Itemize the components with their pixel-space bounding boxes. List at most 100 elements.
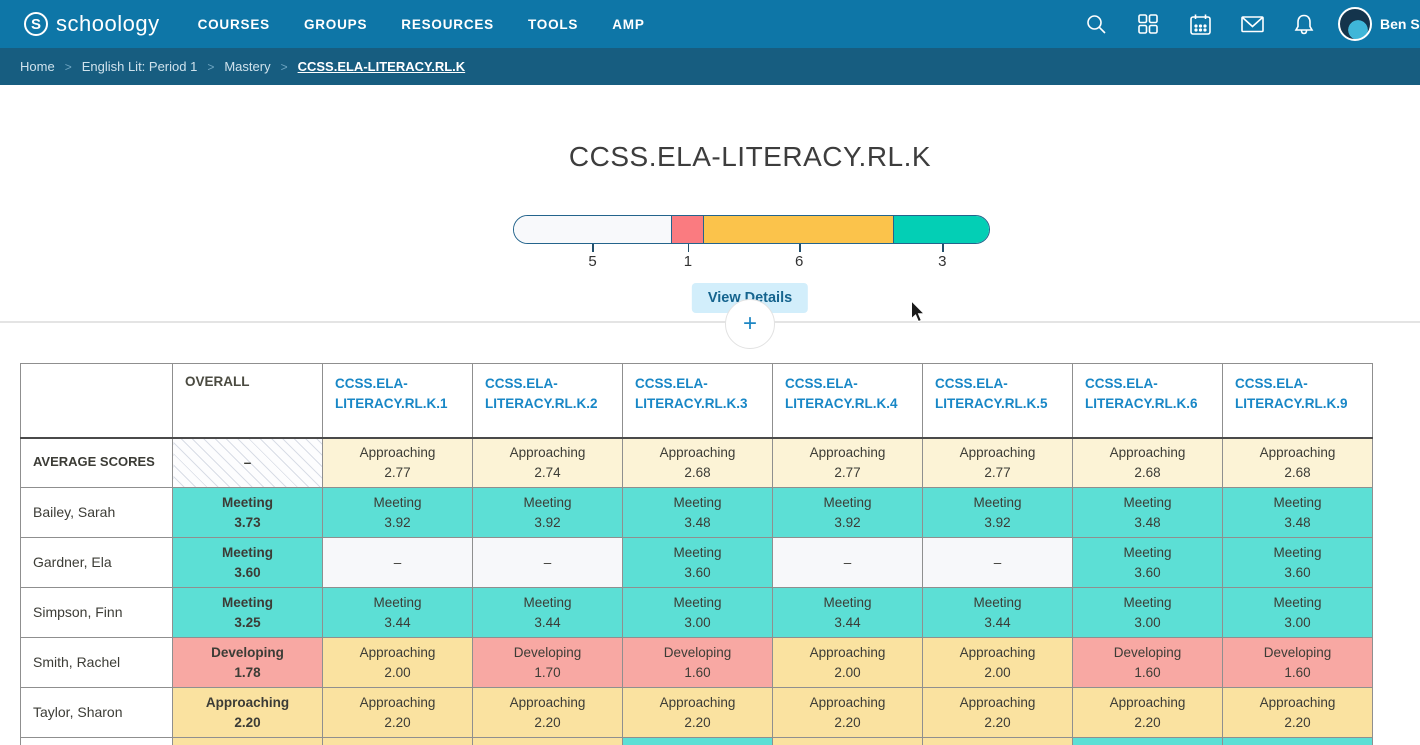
score-cell[interactable]: Meeting 3.48 (1222, 487, 1373, 538)
score-cell[interactable]: Approaching 2.00 (322, 637, 473, 688)
bar-segment-meeting[interactable] (893, 216, 989, 243)
nav-item-resources[interactable]: RESOURCES (401, 16, 494, 32)
nav-item-courses[interactable]: COURSES (197, 16, 270, 32)
score-cell[interactable]: – (172, 437, 323, 488)
score-level: Approaching (959, 644, 1036, 660)
notifications-icon[interactable] (1278, 0, 1330, 48)
expand-button[interactable]: + (725, 299, 775, 349)
breadcrumb-item[interactable]: Mastery (224, 59, 271, 74)
standard-column-header[interactable]: CCSS.ELA-LITERACY.RL.K.3 (622, 363, 773, 439)
score-cell[interactable]: Meeting 3.60 (172, 537, 323, 588)
score-cell[interactable]: Developing 1.60 (1072, 637, 1223, 688)
score-cell[interactable]: Developing 1.60 (1222, 637, 1373, 688)
user-avatar[interactable] (1338, 7, 1372, 41)
score-cell[interactable]: – (472, 537, 623, 588)
score-cell[interactable] (472, 737, 623, 745)
standard-column-header[interactable]: CCSS.ELA-LITERACY.RL.K.9 (1222, 363, 1373, 439)
score-cell[interactable] (1222, 737, 1373, 745)
score-cell[interactable]: Approaching 2.77 (922, 437, 1073, 488)
user-name[interactable]: Ben S (1380, 16, 1420, 32)
score-cell[interactable]: Developing 1.78 (172, 637, 323, 688)
breadcrumb-separator-icon: > (280, 59, 288, 74)
score-cell[interactable]: Meeting 3.60 (622, 537, 773, 588)
nav-item-tools[interactable]: TOOLS (527, 16, 579, 32)
standard-column-header[interactable]: CCSS.ELA-LITERACY.RL.K.4 (772, 363, 923, 439)
mastery-distribution-bar[interactable] (513, 215, 990, 244)
score-cell[interactable] (622, 737, 773, 745)
score-cell[interactable]: Approaching 2.77 (322, 437, 473, 488)
score-cell[interactable]: Meeting 3.00 (1072, 587, 1223, 638)
score-cell[interactable]: Developing 1.70 (472, 637, 623, 688)
student-name-cell[interactable]: Bailey, Sarah (20, 487, 173, 538)
standard-column-header[interactable]: CCSS.ELA-LITERACY.RL.K.5 (922, 363, 1073, 439)
score-cell[interactable] (1072, 737, 1223, 745)
score-cell[interactable]: Meeting 3.92 (772, 487, 923, 538)
bar-tick (687, 244, 690, 252)
score-cell[interactable]: Approaching 2.74 (472, 437, 623, 488)
score-cell[interactable]: Approaching 2.68 (1222, 437, 1373, 488)
score-cell[interactable]: Approaching 2.20 (172, 687, 323, 738)
score-cell[interactable]: Meeting 3.44 (772, 587, 923, 638)
score-cell[interactable]: Meeting 3.00 (1222, 587, 1373, 638)
score-value: 2.20 (234, 714, 261, 730)
score-cell[interactable]: Meeting 3.60 (1072, 537, 1223, 588)
student-name-cell[interactable]: Taylor, Sharon (20, 687, 173, 738)
score-cell[interactable]: Meeting 3.44 (322, 587, 473, 638)
bar-segment-approaching[interactable] (703, 216, 894, 243)
score-cell[interactable]: Approaching 2.20 (772, 687, 923, 738)
breadcrumb-separator-icon: > (207, 59, 215, 74)
score-cell[interactable] (772, 737, 923, 745)
score-value: 1.78 (234, 664, 261, 680)
score-cell[interactable]: Meeting 3.48 (1072, 487, 1223, 538)
score-value: 2.20 (834, 714, 861, 730)
score-cell[interactable] (322, 737, 473, 745)
score-cell[interactable]: Meeting 3.25 (172, 587, 323, 638)
student-name-cell[interactable]: Simpson, Finn (20, 587, 173, 638)
score-cell[interactable]: Approaching 2.77 (772, 437, 923, 488)
score-cell[interactable]: – (922, 537, 1073, 588)
score-cell[interactable]: Approaching 2.20 (472, 687, 623, 738)
score-cell[interactable]: Developing 1.60 (622, 637, 773, 688)
score-cell[interactable]: Meeting 3.92 (922, 487, 1073, 538)
score-cell[interactable]: Meeting 3.92 (322, 487, 473, 538)
score-cell[interactable]: Approaching 2.68 (622, 437, 773, 488)
score-cell[interactable]: Meeting 3.44 (472, 587, 623, 638)
score-cell[interactable] (172, 737, 323, 745)
nav-item-amp[interactable]: AMP (612, 16, 645, 32)
standard-column-header[interactable]: CCSS.ELA-LITERACY.RL.K.1 (322, 363, 473, 439)
student-name-cell[interactable]: Smith, Rachel (20, 637, 173, 688)
score-value: 1.70 (534, 664, 561, 680)
bar-segment-not-scored[interactable] (514, 216, 673, 243)
score-cell[interactable]: Approaching 2.20 (322, 687, 473, 738)
breadcrumb-item[interactable]: CCSS.ELA-LITERACY.RL.K (297, 59, 466, 74)
score-cell[interactable]: Approaching 2.20 (622, 687, 773, 738)
standard-column-header[interactable]: CCSS.ELA-LITERACY.RL.K.2 (472, 363, 623, 439)
score-cell[interactable]: – (772, 537, 923, 588)
score-cell[interactable]: Meeting 3.48 (622, 487, 773, 538)
score-cell[interactable]: Approaching 2.20 (1072, 687, 1223, 738)
schoology-logo[interactable]: S schoology (24, 11, 160, 37)
apps-grid-icon[interactable] (1122, 0, 1174, 48)
student-name-cell[interactable] (20, 737, 173, 745)
score-cell[interactable]: Meeting 3.00 (622, 587, 773, 638)
nav-item-groups[interactable]: GROUPS (303, 16, 368, 32)
messages-icon[interactable] (1226, 0, 1278, 48)
standard-column-header[interactable]: CCSS.ELA-LITERACY.RL.K.6 (1072, 363, 1223, 439)
bar-segment-developing[interactable] (672, 216, 704, 243)
score-cell[interactable]: Meeting 3.60 (1222, 537, 1373, 588)
search-icon[interactable] (1070, 0, 1122, 48)
score-cell[interactable]: Approaching 2.00 (922, 637, 1073, 688)
calendar-icon[interactable] (1174, 0, 1226, 48)
score-cell[interactable]: Meeting 3.92 (472, 487, 623, 538)
score-cell[interactable]: Approaching 2.20 (922, 687, 1073, 738)
breadcrumb-item[interactable]: Home (20, 59, 55, 74)
score-cell[interactable]: Approaching 2.00 (772, 637, 923, 688)
score-cell[interactable] (922, 737, 1073, 745)
score-cell[interactable]: Approaching 2.20 (1222, 687, 1373, 738)
breadcrumb-item[interactable]: English Lit: Period 1 (81, 59, 198, 74)
student-name-cell[interactable]: Gardner, Ela (20, 537, 173, 588)
score-cell[interactable]: Approaching 2.68 (1072, 437, 1223, 488)
score-cell[interactable]: Meeting 3.44 (922, 587, 1073, 638)
score-cell[interactable]: – (322, 537, 473, 588)
score-cell[interactable]: Meeting 3.73 (172, 487, 323, 538)
